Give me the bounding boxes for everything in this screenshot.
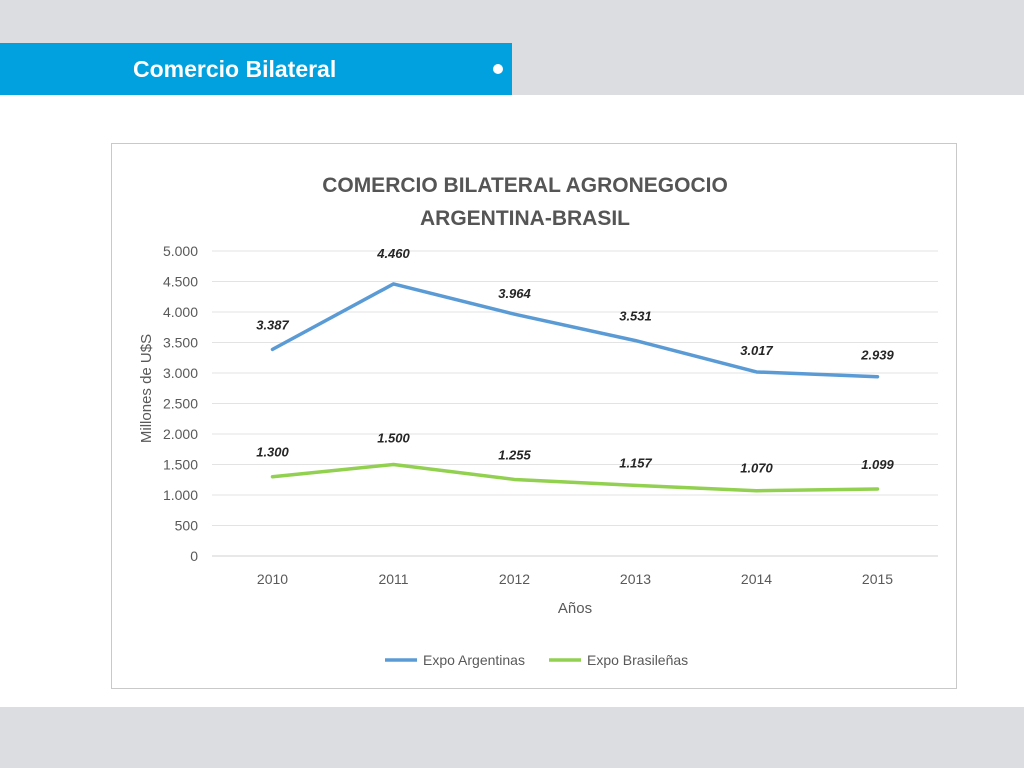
bottom-band bbox=[0, 707, 1024, 768]
gridlines bbox=[212, 250, 938, 557]
x-tick-label: 2012 bbox=[499, 571, 530, 587]
y-tick-label: 3.500 bbox=[163, 335, 198, 351]
data-label: 1.157 bbox=[619, 455, 652, 470]
x-tick-label: 2015 bbox=[862, 571, 893, 587]
data-label: 1.500 bbox=[377, 431, 410, 446]
legend: Expo Argentinas Expo Brasileñas bbox=[385, 652, 688, 668]
bullet-dot-icon bbox=[493, 64, 503, 74]
series-line-2 bbox=[270, 462, 880, 493]
data-label: 3.964 bbox=[498, 286, 531, 301]
y-tick-label: 3.000 bbox=[163, 365, 198, 381]
y-tick-label: 4.500 bbox=[163, 274, 198, 290]
y-tick-label: 0 bbox=[190, 548, 198, 564]
y-axis-title: Millones de U$S bbox=[138, 334, 155, 443]
y-tick-label: 500 bbox=[175, 518, 199, 534]
x-axis-title: Años bbox=[558, 600, 592, 617]
y-tick-label: 2.000 bbox=[163, 426, 198, 442]
x-tick-label: 2010 bbox=[257, 571, 288, 587]
x-tick-label: 2011 bbox=[378, 571, 408, 587]
data-label: 1.070 bbox=[740, 461, 773, 476]
chart-title: COMERCIO BILATERAL AGRONEGOCIO ARGENTINA… bbox=[322, 174, 728, 230]
x-tick-label: 2013 bbox=[620, 571, 651, 587]
y-tick-label: 5.000 bbox=[163, 243, 198, 259]
series-line-1 bbox=[270, 282, 880, 379]
header-spacer bbox=[512, 43, 1024, 95]
data-label: 1.255 bbox=[498, 447, 531, 462]
y-tick-label: 1.500 bbox=[163, 457, 198, 473]
y-tick-label: 2.500 bbox=[163, 396, 198, 412]
data-label: 4.460 bbox=[376, 246, 410, 261]
chart-title-line-2: ARGENTINA-BRASIL bbox=[420, 207, 630, 230]
page-title: Comercio Bilateral bbox=[133, 56, 337, 82]
legend-label: Expo Brasileñas bbox=[587, 652, 688, 668]
data-labels: 3.387 4.460 3.964 3.531 3.017 2.939 1.300 1.500… bbox=[256, 246, 894, 476]
data-label: 1.300 bbox=[256, 445, 289, 460]
data-label: 3.017 bbox=[740, 343, 773, 358]
header-bar: Comercio Bilateral bbox=[0, 43, 512, 95]
x-tick-label: 2014 bbox=[741, 571, 772, 587]
line-chart: COMERCIO BILATERAL AGRONEGOCIO ARGENTINA… bbox=[138, 174, 938, 668]
top-band bbox=[0, 0, 1024, 43]
chart-frame: COMERCIO BILATERAL AGRONEGOCIO ARGENTINA… bbox=[111, 143, 957, 689]
legend-label: Expo Argentinas bbox=[423, 652, 525, 668]
y-tick-label: 1.000 bbox=[163, 487, 198, 503]
chart-title-line-1: COMERCIO BILATERAL AGRONEGOCIO bbox=[322, 174, 728, 197]
x-axis-ticks: 2010 2011 2012 2013 2014 2015 bbox=[257, 571, 893, 587]
data-label: 3.387 bbox=[256, 317, 289, 332]
series-lines bbox=[270, 282, 880, 493]
y-axis-ticks: 0 500 1.000 1.500 2.000 2.500 3.000 3.500 4.000 4… bbox=[163, 243, 198, 564]
data-label: 3.531 bbox=[619, 309, 652, 324]
data-label: 1.099 bbox=[861, 457, 894, 472]
y-tick-label: 4.000 bbox=[163, 304, 198, 320]
data-label: 2.939 bbox=[860, 348, 894, 363]
